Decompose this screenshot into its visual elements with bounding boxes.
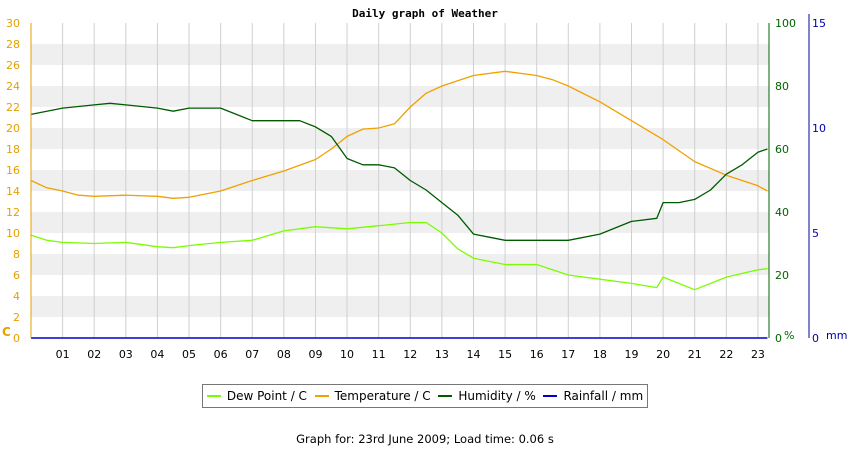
humidity-tick-label: 100 <box>775 17 796 30</box>
legend-item-temperature: Temperature / C <box>314 389 431 403</box>
x-tick-label: 05 <box>182 348 196 361</box>
grid-band <box>31 212 769 233</box>
left-tick-label: 18 <box>6 143 20 156</box>
x-tick-label: 21 <box>688 348 702 361</box>
weather-chart: Daily graph of Weather 02468101214161820… <box>2 7 847 361</box>
humidity-tick-label: 60 <box>775 143 789 156</box>
x-tick-label: 19 <box>625 348 639 361</box>
legend-label-rainfall: Rainfall / mm <box>563 389 644 403</box>
x-tick-label: 20 <box>656 348 670 361</box>
legend: Dew Point / C Temperature / C Humidity /… <box>202 384 648 408</box>
left-tick-label: 26 <box>6 59 20 72</box>
footer-info: Graph for: 23rd June 2009; Load time: 0.… <box>296 432 554 446</box>
humidity-axis-ticks: 0 20 40 60 80 100 <box>775 17 796 345</box>
grid-band <box>31 191 769 212</box>
grid-band <box>31 233 769 254</box>
grid-band <box>31 23 769 44</box>
x-tick-label: 17 <box>561 348 575 361</box>
vertical-gridlines <box>62 23 759 338</box>
rainfall-tick-label: 0 <box>812 332 819 345</box>
grid-band <box>31 149 769 170</box>
humidity-tick-label: 20 <box>775 269 789 282</box>
chart-title: Daily graph of Weather <box>352 7 498 20</box>
legend-swatch-humidity <box>438 395 453 397</box>
left-axis-unit: C <box>2 325 11 339</box>
left-tick-label: 14 <box>6 185 20 198</box>
rainfall-tick-label: 15 <box>812 17 826 30</box>
legend-swatch-temperature <box>314 395 329 397</box>
x-axis-ticks: 01 02 03 04 05 06 07 08 09 10 11 12 13 14 15 16 17 18 19 20… <box>56 348 765 361</box>
x-tick-label: 09 <box>308 348 322 361</box>
x-tick-label: 16 <box>530 348 544 361</box>
legend-label-temperature: Temperature / C <box>334 389 431 403</box>
rainfall-tick-label: 5 <box>812 227 819 240</box>
left-tick-label: 24 <box>6 80 20 93</box>
humidity-tick-label: 80 <box>775 80 789 93</box>
humidity-tick-label: 0 <box>775 332 782 345</box>
x-tick-label: 10 <box>340 348 354 361</box>
left-tick-label: 8 <box>13 248 20 261</box>
legend-label-humidity: Humidity / % <box>458 389 536 403</box>
series-line-humidity <box>30 102 768 241</box>
x-tick-label: 06 <box>214 348 228 361</box>
x-tick-label: 01 <box>56 348 70 361</box>
legend-swatch-dew-point <box>206 395 221 397</box>
x-tick-label: 15 <box>498 348 512 361</box>
grid-bands <box>31 23 769 338</box>
legend-item-humidity: Humidity / % <box>438 389 536 403</box>
left-tick-label: 30 <box>6 17 20 30</box>
x-tick-label: 13 <box>435 348 449 361</box>
left-tick-label: 28 <box>6 38 20 51</box>
legend-item-dew-point: Dew Point / C <box>206 389 307 403</box>
x-tick-label: 08 <box>277 348 291 361</box>
left-tick-label: 0 <box>13 332 20 345</box>
grid-band <box>31 65 769 86</box>
left-tick-label: 6 <box>13 269 20 282</box>
grid-band <box>31 296 769 317</box>
x-tick-label: 14 <box>466 348 480 361</box>
humidity-axis-unit: % <box>784 329 794 342</box>
legend-item-rainfall: Rainfall / mm <box>543 389 643 403</box>
x-tick-label: 23 <box>751 348 765 361</box>
grid-band <box>31 170 769 191</box>
x-tick-label: 07 <box>245 348 259 361</box>
x-tick-label: 11 <box>372 348 386 361</box>
x-tick-label: 22 <box>719 348 733 361</box>
x-tick-label: 04 <box>150 348 164 361</box>
left-tick-label: 16 <box>6 164 20 177</box>
x-tick-label: 02 <box>87 348 101 361</box>
left-tick-label: 2 <box>13 311 20 324</box>
grid-band <box>31 44 769 65</box>
left-tick-label: 12 <box>6 206 20 219</box>
x-tick-label: 18 <box>593 348 607 361</box>
grid-band <box>31 128 769 149</box>
left-tick-label: 4 <box>13 290 20 303</box>
grid-band <box>31 86 769 107</box>
x-tick-label: 03 <box>119 348 133 361</box>
rainfall-axis-ticks: 0 5 10 15 <box>812 17 826 345</box>
legend-label-dew-point: Dew Point / C <box>226 389 307 403</box>
x-tick-label: 12 <box>403 348 417 361</box>
rainfall-tick-label: 10 <box>812 122 826 135</box>
humidity-tick-label: 40 <box>775 206 789 219</box>
series-line-dew <box>30 221 768 291</box>
left-tick-label: 22 <box>6 101 20 114</box>
grid-band <box>31 254 769 275</box>
grid-band <box>31 275 769 296</box>
series-lines <box>30 70 768 339</box>
rainfall-axis-unit: mm <box>826 329 847 342</box>
legend-swatch-rainfall <box>543 395 558 397</box>
left-tick-label: 20 <box>6 122 20 135</box>
grid-band <box>31 317 769 338</box>
series-line-temperature <box>30 70 768 199</box>
left-tick-label: 10 <box>6 227 20 240</box>
